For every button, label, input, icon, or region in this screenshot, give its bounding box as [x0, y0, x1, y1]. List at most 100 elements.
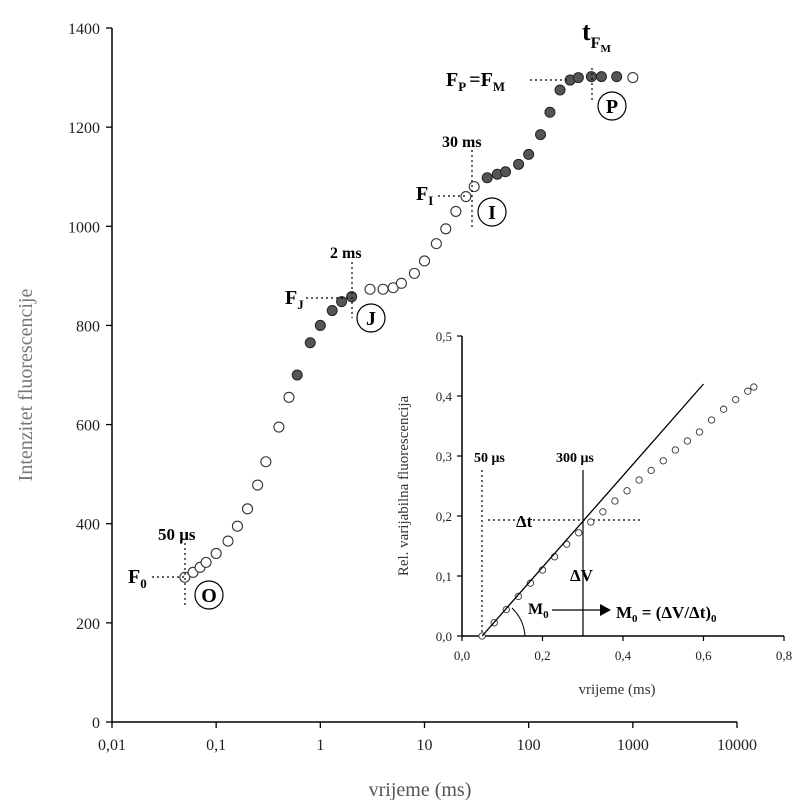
main-data-point	[585, 71, 597, 83]
main-x-axis-label: vrijeme (ms)	[369, 779, 472, 800]
fi-label: FI	[416, 183, 433, 208]
main-data-point	[408, 267, 420, 279]
label-j-circle	[356, 303, 386, 333]
main-y-axis-label: Intenzitet fluorescencije	[15, 289, 37, 482]
inset-data-point	[635, 476, 643, 484]
inset-dv-label: ΔV	[570, 566, 594, 585]
inset-data-point	[732, 395, 740, 404]
main-data-point	[430, 238, 442, 250]
fp-label: FP =FM	[446, 69, 505, 94]
main-data-points	[179, 71, 639, 583]
inset-data-point	[599, 508, 607, 516]
inset-x-tick-label: 0,0	[454, 648, 470, 663]
main-data-point	[260, 456, 272, 468]
inset-data-point	[659, 457, 667, 465]
main-data-point	[304, 337, 316, 349]
inset-data-point	[526, 579, 535, 587]
main-x-tick-label: 0,01	[98, 737, 126, 754]
inset-t300-label: 300 μs	[556, 451, 594, 466]
main-data-point	[283, 391, 295, 403]
main-y-tick-label: 1200	[68, 120, 100, 137]
inset-y-tick-label: 0,1	[436, 569, 452, 584]
main-data-point	[326, 305, 338, 317]
main-axis-ticks: 0,01 0,1 1 10 100 1000 10000 0 200 400 600 800 1000 1…	[68, 21, 757, 754]
label-o-circle	[194, 580, 224, 610]
inset-x-tick-label: 0,8	[776, 648, 792, 663]
inset-t50-label: 50 μs	[474, 451, 505, 466]
main-x-tick-label: 100	[517, 737, 541, 754]
inset-data-point	[750, 383, 758, 391]
f0-label: F0	[128, 566, 147, 591]
main-data-point	[252, 479, 264, 491]
main-data-point	[627, 72, 639, 84]
main-data-point	[418, 255, 431, 267]
main-data-point	[554, 84, 566, 96]
main-data-point	[241, 503, 254, 515]
inset-data-point	[671, 446, 679, 454]
annotation-p: FP =FM tFM P	[446, 17, 627, 121]
main-data-point	[535, 129, 547, 141]
inset-data-point	[707, 416, 716, 424]
main-y-tick-label: 600	[76, 418, 100, 435]
main-data-point	[314, 319, 326, 331]
main-y-tick-label: 0	[92, 715, 100, 732]
main-data-point	[523, 148, 535, 160]
main-data-point	[364, 283, 376, 295]
m0-formula: M0 = (ΔV/Δt)0	[616, 603, 717, 625]
annotation-o: F0 50 μs O	[128, 525, 224, 610]
m0-arrow-head	[600, 604, 611, 616]
label-p: P	[606, 96, 618, 118]
inset-data-point	[683, 437, 692, 445]
main-y-tick-label: 200	[76, 616, 100, 633]
t50-label-main: 50 μs	[158, 525, 196, 544]
inset-data-point	[623, 487, 631, 495]
inset-axis-ticks: 0,0 0,2 0,4 0,6 0,8 0,0 0,1 0,2 0,3 0,4 0,5	[436, 329, 792, 663]
inset-y-tick-label: 0,5	[436, 329, 452, 344]
main-data-point	[611, 71, 623, 83]
m0-angle-arc	[511, 607, 526, 637]
inset-data-point	[744, 387, 752, 395]
annotation-i: FI 30 ms I	[416, 134, 507, 228]
main-data-point	[291, 369, 303, 381]
main-data-point	[210, 547, 222, 560]
main-y-tick-label: 1000	[68, 219, 100, 236]
main-x-tick-label: 1	[316, 737, 324, 754]
m0-label: M0	[528, 601, 549, 621]
annotation-j: FJ 2 ms J	[285, 245, 386, 333]
fj-label: FJ	[285, 287, 304, 312]
main-data-point	[595, 71, 607, 83]
main-y-tick-label: 1400	[68, 21, 100, 38]
label-p-circle	[597, 91, 627, 121]
inset-data-point	[575, 529, 583, 537]
main-data-point	[231, 520, 243, 532]
inset-dt-label: Δt	[516, 512, 533, 531]
tfm-label: tFM	[582, 17, 611, 55]
inset-y-tick-label: 0,0	[436, 629, 452, 644]
inset-x-axis-label: vrijeme (ms)	[578, 682, 655, 698]
label-i: I	[488, 202, 496, 224]
t2-label: 2 ms	[330, 245, 362, 262]
inset-y-axis-label: Rel. varijabilna fluorescencija	[396, 395, 412, 576]
main-data-point	[377, 283, 389, 295]
main-x-tick-label: 10	[417, 737, 433, 754]
inset-x-tick-label: 0,4	[615, 648, 632, 663]
inset-chart: 0,0 0,2 0,4 0,6 0,80,00,10,20,30,40,5 50 μs …	[396, 329, 792, 698]
main-data-point	[572, 72, 584, 84]
inset-background	[462, 336, 784, 636]
inset-data-point	[514, 592, 522, 601]
main-data-point	[513, 158, 525, 170]
inset-x-tick-label: 0,6	[695, 648, 712, 663]
inset-data-point	[695, 428, 704, 436]
main-data-point	[481, 172, 493, 184]
label-o: O	[201, 585, 217, 607]
inset-y-tick-label: 0,4	[436, 389, 453, 404]
inset-data-point	[647, 466, 655, 475]
inset-data-point	[587, 518, 595, 526]
main-data-point	[468, 181, 480, 193]
inset-data-point	[611, 497, 619, 505]
main-data-point	[200, 556, 212, 568]
main-data-point	[395, 277, 407, 289]
t30-label: 30 ms	[442, 134, 482, 151]
label-i-circle	[477, 197, 507, 227]
